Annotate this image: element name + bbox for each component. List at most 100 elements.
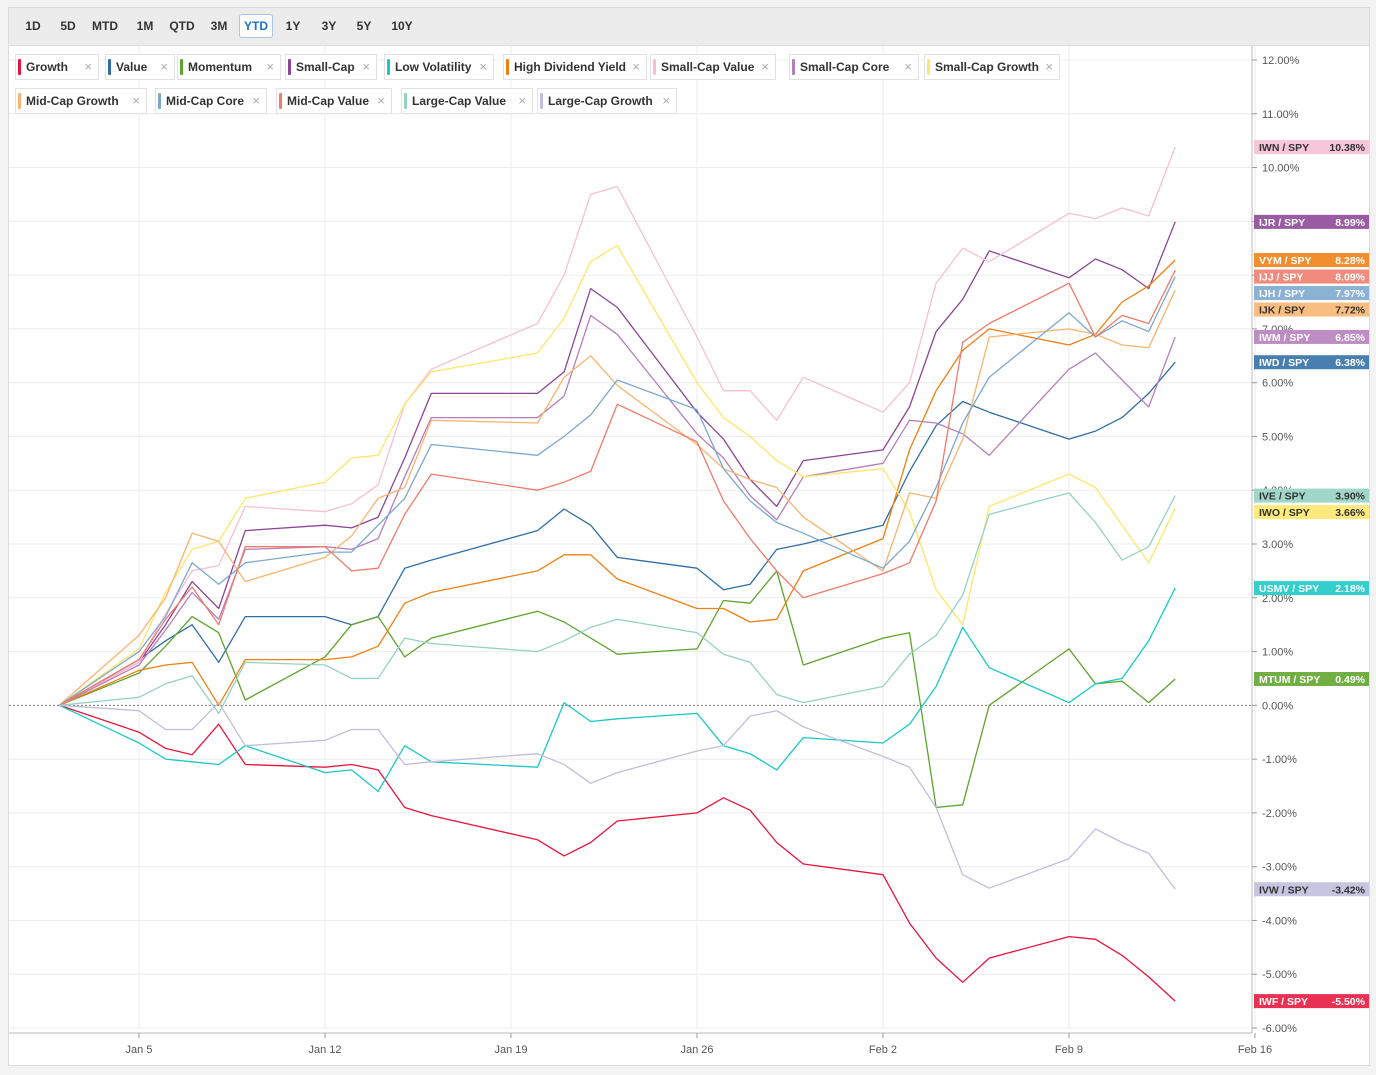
badge-overlay — [1254, 269, 1369, 284]
badge-value: -3.42% — [1332, 884, 1366, 896]
range-button-mtd[interactable]: MTD — [92, 19, 118, 33]
badge-overlay — [1254, 505, 1369, 520]
badge-background — [1254, 671, 1369, 686]
series-badge[interactable]: IWN / SPY 10.38% — [1254, 140, 1369, 155]
range-button-1m[interactable]: 1M — [136, 19, 154, 33]
close-icon[interactable]: × — [266, 59, 274, 74]
series-badge[interactable]: IJH / SPY 7.97% — [1254, 286, 1369, 301]
badge-ticker: IJR / SPY — [1259, 217, 1305, 229]
range-button-qtd[interactable]: QTD — [169, 19, 195, 33]
legend-item-large-cap-growth[interactable]: Large-Cap Growth × — [537, 88, 677, 114]
series-badge[interactable]: IWM / SPY 6.85% — [1254, 329, 1369, 344]
legend-item-large-cap-value[interactable]: Large-Cap Value × — [401, 88, 533, 114]
series-line-large-cap-growth[interactable] — [59, 701, 1176, 890]
range-button-5y[interactable]: 5Y — [356, 19, 372, 33]
x-tick-label: Jan 26 — [680, 1044, 713, 1056]
close-icon[interactable]: × — [377, 93, 385, 108]
series-badge[interactable]: USMV / SPY 2.18% — [1254, 581, 1369, 596]
series-line-mid-cap-value[interactable] — [58, 270, 1176, 706]
badge-ticker: IWF / SPY — [1259, 996, 1308, 1008]
legend-swatch — [540, 93, 543, 109]
legend-swatch — [653, 59, 656, 75]
close-icon[interactable]: × — [132, 93, 140, 108]
series-badge[interactable]: IWF / SPY -5.50% — [1254, 994, 1369, 1009]
series-badge[interactable]: IWD / SPY 6.38% — [1254, 355, 1369, 370]
range-button-ytd[interactable]: YTD — [239, 14, 273, 38]
badge-background — [1254, 140, 1369, 155]
series-line-small-cap-growth[interactable] — [58, 244, 1176, 706]
series-line-growth[interactable] — [59, 704, 1176, 1002]
y-tick-label: -1.00% — [1262, 754, 1297, 766]
series-line-small-cap-core[interactable] — [59, 314, 1176, 706]
legend-item-value[interactable]: Value × — [105, 54, 175, 80]
legend-swatch — [927, 59, 930, 75]
range-button-1d[interactable]: 1D — [25, 19, 41, 33]
series-badge[interactable]: MTUM / SPY 0.49% — [1254, 671, 1369, 686]
line-chart[interactable]: 12.00%11.00%10.00%9.00%8.00%7.00%6.00%5.… — [9, 8, 1369, 1065]
series-badge[interactable]: IJJ / SPY 8.09% — [1254, 269, 1369, 284]
legend-item-low-volatility[interactable]: Low Volatility × — [384, 54, 494, 80]
close-icon[interactable]: × — [904, 59, 912, 74]
series-badge[interactable]: IJK / SPY 7.72% — [1254, 302, 1369, 317]
series-badge[interactable]: VYM / SPY 8.28% — [1254, 253, 1369, 268]
series-line-small-cap-value[interactable] — [58, 146, 1176, 706]
badge-value: 6.85% — [1335, 332, 1365, 344]
close-icon[interactable]: × — [761, 59, 769, 74]
legend-item-small-cap[interactable]: Small-Cap × — [285, 54, 377, 80]
badge-ticker: IJK / SPY — [1259, 305, 1305, 317]
close-icon[interactable]: × — [84, 59, 92, 74]
legend-label: Low Volatility — [395, 60, 472, 74]
badge-value: 7.97% — [1335, 288, 1365, 300]
range-button-5d[interactable]: 5D — [60, 19, 76, 33]
close-icon[interactable]: × — [479, 59, 487, 74]
legend-item-small-cap-growth[interactable]: Small-Cap Growth × — [924, 54, 1060, 80]
badge-overlay — [1254, 355, 1369, 370]
badge-overlay — [1254, 286, 1369, 301]
series-line-large-cap-value[interactable] — [59, 492, 1176, 715]
legend-item-growth[interactable]: Growth × — [15, 54, 99, 80]
badge-ticker: IWN / SPY — [1259, 142, 1309, 154]
y-tick-label: 5.00% — [1262, 431, 1293, 443]
series-badge[interactable]: IVE / SPY 3.90% — [1254, 488, 1369, 503]
series-value-badges: IWN / SPY 10.38% IJR / SPY 8.99% VYM / SPY 8.… — [1254, 140, 1369, 1009]
badge-ticker: IWM / SPY — [1259, 332, 1310, 344]
close-icon[interactable]: × — [518, 93, 526, 108]
series-line-mid-cap-core[interactable] — [58, 276, 1176, 706]
series-line-high-dividend-yield[interactable] — [59, 259, 1176, 706]
series-badge[interactable]: IVW / SPY -3.42% — [1254, 882, 1369, 897]
close-icon[interactable]: × — [252, 93, 260, 108]
legend-swatch — [279, 93, 282, 109]
legend-item-momentum[interactable]: Momentum × — [177, 54, 281, 80]
close-icon[interactable]: × — [160, 59, 168, 74]
series-line-momentum[interactable] — [59, 570, 1176, 809]
badge-ticker: IJH / SPY — [1259, 288, 1305, 300]
range-button-3m[interactable]: 3M — [210, 19, 228, 33]
legend-item-mid-cap-core[interactable]: Mid-Cap Core × — [155, 88, 267, 114]
series-line-low-volatility[interactable] — [59, 587, 1176, 793]
range-button-3y[interactable]: 3Y — [321, 19, 337, 33]
legend-item-mid-cap-value[interactable]: Mid-Cap Value × — [276, 88, 392, 114]
legend-swatch — [404, 93, 407, 109]
close-icon[interactable]: × — [662, 93, 670, 108]
range-button-1y[interactable]: 1Y — [285, 19, 301, 33]
series-badge[interactable]: IWO / SPY 3.66% — [1254, 505, 1369, 520]
badge-ticker: IVW / SPY — [1259, 884, 1309, 896]
close-icon[interactable]: × — [362, 59, 370, 74]
close-icon[interactable]: × — [632, 59, 640, 74]
legend-swatch — [18, 59, 21, 75]
badge-background — [1254, 302, 1369, 317]
legend-item-small-cap-core[interactable]: Small-Cap Core × — [789, 54, 919, 80]
legend-label: Small-Cap Core — [800, 60, 890, 74]
series-line-mid-cap-growth[interactable] — [58, 289, 1176, 706]
badge-background — [1254, 488, 1369, 503]
series-line-value[interactable] — [58, 361, 1176, 706]
close-icon[interactable]: × — [1045, 59, 1053, 74]
legend-item-mid-cap-growth[interactable]: Mid-Cap Growth × — [15, 88, 147, 114]
legend-item-high-dividend-yield[interactable]: High Dividend Yield × — [503, 54, 647, 80]
range-button-10y[interactable]: 10Y — [391, 19, 413, 33]
legend-item-small-cap-value[interactable]: Small-Cap Value × — [650, 54, 776, 80]
series-line-small-cap[interactable] — [58, 221, 1176, 706]
series-badge[interactable]: IJR / SPY 8.99% — [1254, 214, 1369, 229]
x-tick-label: Jan 19 — [494, 1044, 527, 1056]
x-tick-label: Jan 12 — [308, 1044, 341, 1056]
